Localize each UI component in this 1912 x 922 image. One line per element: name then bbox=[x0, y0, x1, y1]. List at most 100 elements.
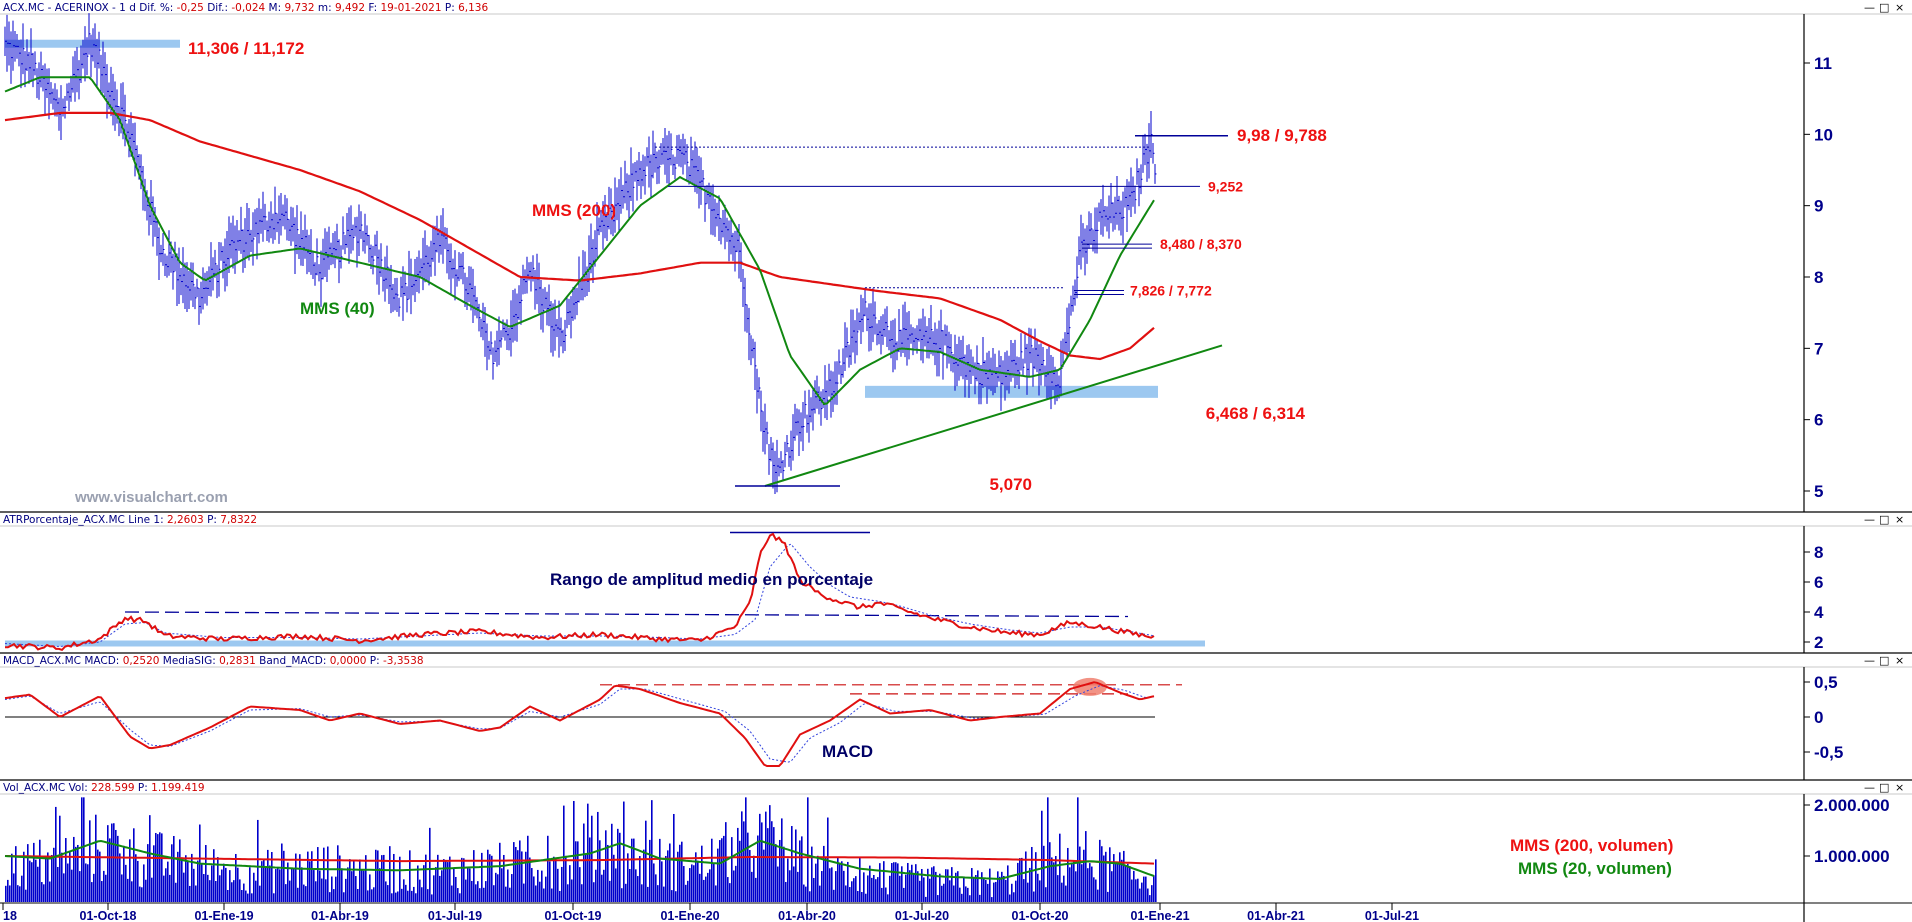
volume-bar bbox=[1131, 879, 1133, 902]
volume-bar bbox=[241, 890, 243, 902]
volume-bar bbox=[83, 797, 85, 902]
volume-bar bbox=[483, 887, 485, 902]
volume-bar bbox=[575, 841, 577, 902]
maximize-icon[interactable]: □ bbox=[1879, 1, 1889, 14]
volume-bar bbox=[925, 896, 927, 902]
volume-bar bbox=[469, 868, 471, 902]
volume-bar bbox=[531, 868, 533, 902]
volume-bar bbox=[81, 797, 83, 902]
volume-bar bbox=[819, 885, 821, 902]
volume-bar bbox=[1021, 857, 1023, 902]
volume-bar bbox=[391, 893, 393, 902]
volume-bar bbox=[917, 871, 919, 902]
maximize-icon[interactable]: □ bbox=[1879, 654, 1889, 667]
volume-bar bbox=[845, 885, 847, 902]
volume-bar bbox=[941, 885, 943, 902]
volume-bar bbox=[281, 843, 283, 902]
volume-bar bbox=[227, 890, 229, 902]
x-tick-label: 01-Oct-18 bbox=[80, 909, 137, 922]
maximize-icon[interactable]: □ bbox=[1879, 781, 1889, 794]
close-icon[interactable]: × bbox=[1895, 513, 1904, 526]
level-label: 11,306 / 11,172 bbox=[188, 39, 304, 58]
header-stat-value: 7,8322 bbox=[220, 514, 257, 526]
volume-bar bbox=[415, 893, 417, 902]
volume-bar bbox=[989, 868, 991, 902]
volume-bar bbox=[975, 875, 977, 902]
minimize-icon[interactable]: — bbox=[1864, 654, 1875, 667]
maximize-icon[interactable]: □ bbox=[1879, 513, 1889, 526]
volume-bar bbox=[541, 870, 543, 902]
volume-bar bbox=[709, 869, 711, 902]
volume-bar bbox=[341, 868, 343, 902]
volume-bar bbox=[451, 885, 453, 902]
volume-bar bbox=[379, 868, 381, 902]
volume-bar bbox=[1013, 892, 1015, 902]
pane-1: ACX.MC - ACERINOX - 1 d Dif. %: -0,25 Di… bbox=[0, 0, 1912, 512]
volume-bar bbox=[835, 871, 837, 902]
close-icon[interactable]: × bbox=[1895, 654, 1904, 667]
volume-bar bbox=[77, 844, 79, 902]
x-tick-label: 01-Oct-20 bbox=[1012, 909, 1069, 922]
volume-bar bbox=[185, 855, 187, 902]
volume-bar bbox=[205, 845, 207, 902]
volume-bar bbox=[767, 828, 769, 902]
volume-bar bbox=[937, 895, 939, 902]
volume-bar bbox=[219, 875, 221, 902]
volume-bar bbox=[655, 874, 657, 902]
volume-bar bbox=[283, 850, 285, 902]
close-icon[interactable]: × bbox=[1895, 1, 1904, 14]
y-tick-label: 4 bbox=[1814, 603, 1824, 622]
minimize-icon[interactable]: — bbox=[1864, 781, 1875, 794]
volume-bar bbox=[839, 862, 841, 902]
volume-bar bbox=[305, 886, 307, 902]
y-tick-label: 0,5 bbox=[1814, 673, 1838, 692]
volume-bar bbox=[1095, 879, 1097, 902]
volume-bar bbox=[899, 875, 901, 902]
volume-bar bbox=[549, 861, 551, 902]
volume-bar bbox=[75, 846, 77, 902]
volume-bar bbox=[33, 842, 35, 902]
volume-bar bbox=[133, 828, 135, 902]
volume-bar bbox=[217, 857, 219, 902]
volume-bar bbox=[879, 863, 881, 902]
volume-bar bbox=[1111, 871, 1113, 902]
volume-bar bbox=[193, 868, 195, 902]
volume-bar bbox=[1085, 831, 1087, 902]
volume-bar bbox=[385, 881, 387, 902]
volume-bar bbox=[771, 821, 773, 902]
macd-annotation: MACD bbox=[822, 742, 873, 761]
volume-bar bbox=[679, 844, 681, 902]
volume-bar bbox=[901, 866, 903, 902]
volume-bar bbox=[1147, 888, 1149, 902]
price-bars bbox=[4, 13, 1157, 495]
volume-bar bbox=[87, 864, 89, 902]
volume-bar bbox=[893, 862, 895, 902]
header-stat-label: Line 1: bbox=[128, 514, 167, 526]
volume-bar bbox=[1135, 879, 1137, 902]
volume-bar bbox=[253, 872, 255, 902]
minimize-icon[interactable]: — bbox=[1864, 513, 1875, 526]
volume-bar bbox=[981, 872, 983, 902]
volume-bar bbox=[533, 876, 535, 902]
volume-bar bbox=[417, 865, 419, 902]
header-symbol: MACD_ACX.MC bbox=[3, 655, 84, 667]
x-tick-label: 01-Jul-21 bbox=[1365, 909, 1419, 922]
volume-bar bbox=[1097, 889, 1099, 902]
volume-bar bbox=[1041, 810, 1043, 902]
volume-bar bbox=[433, 875, 435, 902]
volume-bar bbox=[751, 871, 753, 902]
volume-bar bbox=[69, 850, 71, 902]
volume-bar bbox=[795, 829, 797, 902]
level-label: 9,252 bbox=[1208, 178, 1243, 194]
volume-bar bbox=[207, 874, 209, 902]
header-symbol: ACX.MC - ACERINOX - 1 d bbox=[3, 2, 139, 14]
volume-bar bbox=[657, 885, 659, 902]
volume-bar bbox=[519, 840, 521, 902]
volume-bar bbox=[485, 881, 487, 902]
volume-bar bbox=[863, 872, 865, 902]
close-icon[interactable]: × bbox=[1895, 781, 1904, 794]
minimize-icon[interactable]: — bbox=[1864, 1, 1875, 14]
volume-bar bbox=[475, 884, 477, 902]
volume-bar bbox=[859, 857, 861, 902]
volume-bar bbox=[333, 889, 335, 902]
